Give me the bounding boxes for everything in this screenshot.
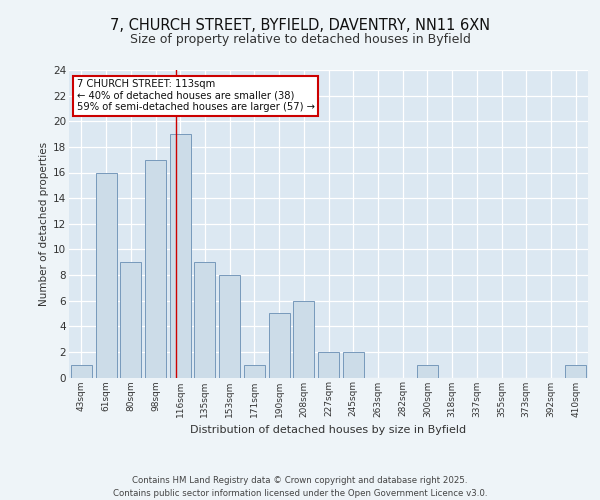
Text: Size of property relative to detached houses in Byfield: Size of property relative to detached ho… [130,32,470,46]
Text: Contains HM Land Registry data © Crown copyright and database right 2025.
Contai: Contains HM Land Registry data © Crown c… [113,476,487,498]
Bar [170,134,191,378]
Bar [244,364,265,378]
Bar [269,314,290,378]
Y-axis label: Number of detached properties: Number of detached properties [39,142,49,306]
Text: 7 CHURCH STREET: 113sqm
← 40% of detached houses are smaller (38)
59% of semi-de: 7 CHURCH STREET: 113sqm ← 40% of detache… [77,79,315,112]
Bar [120,262,141,378]
Bar [417,364,438,378]
Bar [95,172,116,378]
Bar [145,160,166,378]
Text: 7, CHURCH STREET, BYFIELD, DAVENTRY, NN11 6XN: 7, CHURCH STREET, BYFIELD, DAVENTRY, NN1… [110,18,490,32]
Bar [219,275,240,378]
Bar [318,352,339,378]
Bar [71,364,92,378]
X-axis label: Distribution of detached houses by size in Byfield: Distribution of detached houses by size … [190,425,467,435]
Bar [194,262,215,378]
Bar [565,364,586,378]
Bar [293,300,314,378]
Bar [343,352,364,378]
